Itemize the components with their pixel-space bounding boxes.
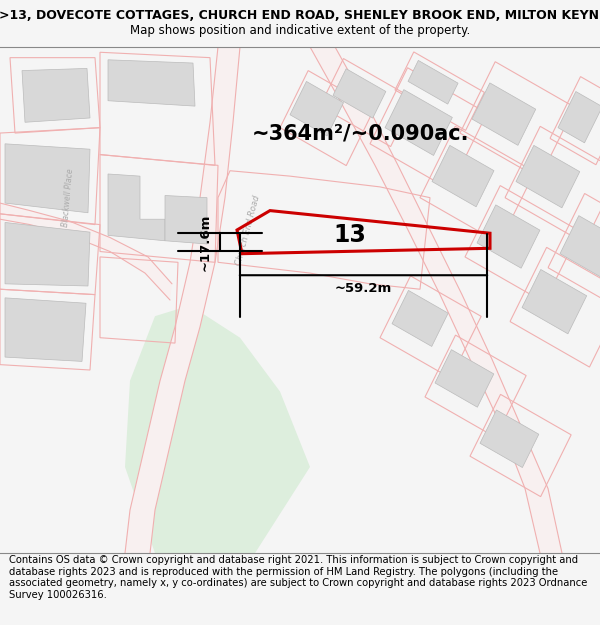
Polygon shape: [558, 91, 600, 143]
Text: ~364m²/~0.090ac.: ~364m²/~0.090ac.: [251, 123, 469, 143]
Text: ~17.6m: ~17.6m: [199, 213, 212, 271]
Polygon shape: [333, 69, 386, 118]
Polygon shape: [108, 174, 165, 241]
Text: ~59.2m: ~59.2m: [334, 282, 392, 294]
Text: 13: 13: [334, 223, 367, 248]
Polygon shape: [5, 222, 90, 286]
Text: >>>13, DOVECOTE COTTAGES, CHURCH END ROAD, SHENLEY BROOK END, MILTON KEYNES,: >>>13, DOVECOTE COTTAGES, CHURCH END ROA…: [0, 9, 600, 22]
Polygon shape: [310, 47, 562, 553]
Polygon shape: [5, 144, 90, 212]
Text: Blackwell Place: Blackwell Place: [61, 168, 75, 228]
Polygon shape: [472, 83, 536, 146]
Polygon shape: [125, 306, 310, 553]
Polygon shape: [516, 146, 580, 208]
Polygon shape: [408, 61, 458, 104]
Polygon shape: [108, 60, 195, 106]
Polygon shape: [477, 205, 540, 268]
Polygon shape: [22, 68, 90, 122]
Text: Contains OS data © Crown copyright and database right 2021. This information is : Contains OS data © Crown copyright and d…: [9, 555, 587, 600]
Polygon shape: [560, 216, 600, 280]
Polygon shape: [125, 47, 240, 553]
Polygon shape: [392, 291, 448, 346]
Polygon shape: [385, 89, 452, 156]
Polygon shape: [432, 146, 494, 207]
Text: Church End Road: Church End Road: [234, 194, 262, 266]
Polygon shape: [480, 410, 539, 468]
Polygon shape: [0, 203, 172, 300]
Text: Map shows position and indicative extent of the property.: Map shows position and indicative extent…: [130, 24, 470, 36]
Polygon shape: [435, 349, 494, 408]
Polygon shape: [522, 269, 587, 334]
Polygon shape: [5, 298, 86, 361]
Polygon shape: [165, 196, 207, 244]
Polygon shape: [290, 81, 344, 136]
